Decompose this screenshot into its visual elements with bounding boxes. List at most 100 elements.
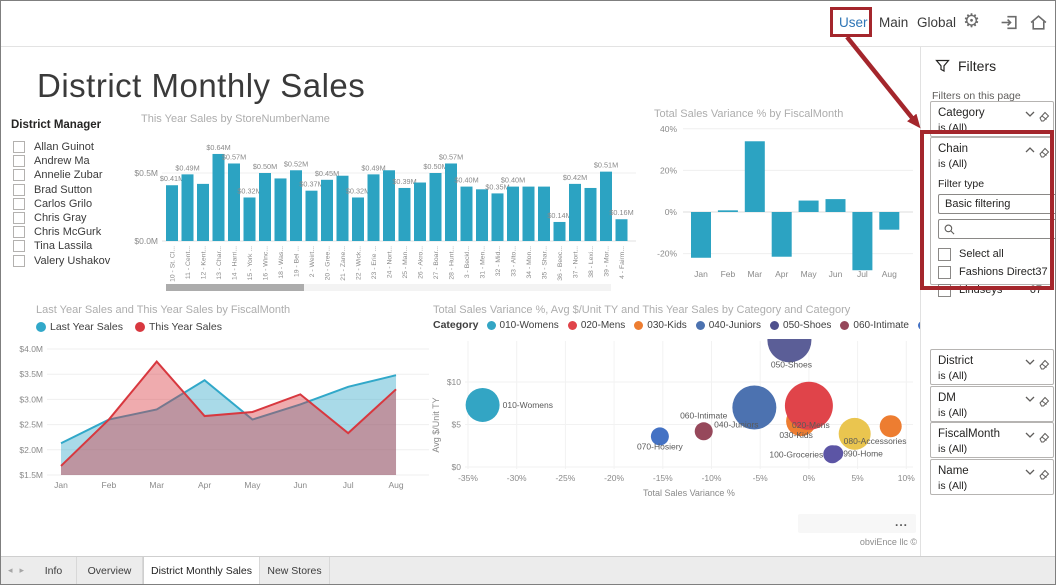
clear-filter-eraser-icon[interactable] xyxy=(1038,358,1050,370)
slicer-item[interactable]: Chris McGurk xyxy=(13,225,110,239)
slicer-item[interactable]: Tina Lassila xyxy=(13,239,110,253)
tab-new-stores[interactable]: New Stores xyxy=(260,557,330,584)
variance-bar[interactable] xyxy=(852,212,873,271)
slicer-item[interactable]: Carlos Grilo xyxy=(13,197,110,211)
legend-item-label[interactable]: 020-Mens xyxy=(580,319,626,331)
clear-filter-eraser-icon[interactable] xyxy=(1038,468,1050,480)
legend-item-label[interactable]: This Year Sales xyxy=(148,321,222,333)
slicer-item[interactable]: Brad Sutton xyxy=(13,183,110,197)
legend-item-label[interactable]: 010-Womens xyxy=(499,319,559,331)
scatter-bubble[interactable] xyxy=(784,381,833,430)
store-bar[interactable] xyxy=(615,219,628,241)
filter-card-dm[interactable]: DM is (All) xyxy=(930,386,1054,422)
scatter-bubble[interactable] xyxy=(465,387,500,422)
clear-filter-eraser-icon[interactable] xyxy=(1038,431,1050,443)
legend-item-label[interactable]: 060-Intimate xyxy=(853,319,909,331)
filter-search-input[interactable] xyxy=(955,221,1049,237)
prev-page-icon[interactable]: ◂ xyxy=(7,565,13,575)
store-bar[interactable] xyxy=(600,171,612,241)
chevron-down-icon[interactable] xyxy=(1025,396,1035,402)
checkbox[interactable] xyxy=(13,155,25,168)
store-bar[interactable] xyxy=(476,189,488,241)
variance-bar[interactable] xyxy=(825,199,846,212)
chevron-up-icon[interactable] xyxy=(1025,147,1035,153)
filter-card-fiscalmonth[interactable]: FiscalMonth is (All) xyxy=(930,422,1054,458)
chevron-down-icon[interactable] xyxy=(1025,432,1035,438)
store-bar[interactable] xyxy=(429,173,442,241)
checkbox[interactable] xyxy=(13,226,25,239)
store-bar[interactable] xyxy=(367,174,380,241)
checkbox[interactable] xyxy=(13,197,25,210)
scatter-bubble[interactable] xyxy=(767,335,812,363)
store-bar[interactable] xyxy=(181,174,194,241)
store-bar[interactable] xyxy=(305,190,318,241)
scrollbar-thumb[interactable] xyxy=(166,284,304,291)
store-bar[interactable] xyxy=(414,182,426,241)
filter-option-row[interactable]: Lindseys 67 xyxy=(938,281,1046,299)
store-bar[interactable] xyxy=(398,187,411,241)
checkbox[interactable] xyxy=(13,254,25,267)
area-series-line[interactable] xyxy=(60,374,397,445)
legend-item-label[interactable]: Last Year Sales xyxy=(50,321,123,333)
store-bar[interactable] xyxy=(507,186,519,241)
slicer-item[interactable]: Allan Guinot xyxy=(13,140,110,154)
store-bar[interactable] xyxy=(383,170,395,241)
slicer-item[interactable]: Andrew Ma xyxy=(13,154,110,168)
checkbox[interactable] xyxy=(13,141,25,154)
scatter-bubble[interactable] xyxy=(732,385,777,430)
home-icon[interactable] xyxy=(1029,13,1048,32)
scatter-bubble[interactable] xyxy=(879,415,902,438)
filter-type-select[interactable]: Basic filtering xyxy=(938,194,1055,214)
store-bar[interactable] xyxy=(336,175,349,241)
filter-search-box[interactable] xyxy=(938,219,1055,239)
store-bar[interactable] xyxy=(321,179,333,241)
store-bar[interactable] xyxy=(352,197,364,241)
store-bar[interactable] xyxy=(228,163,240,241)
checkbox[interactable] xyxy=(13,212,25,225)
store-bar[interactable] xyxy=(522,186,535,241)
store-bar[interactable] xyxy=(569,183,581,241)
scatter-chart[interactable]: -35% -30% -25% -20% -15% -10% -5% 0% 5% 10% $0 $5 $1… xyxy=(431,335,927,501)
scatter-bubble[interactable] xyxy=(838,417,871,450)
nav-item-main[interactable]: Main xyxy=(879,15,909,30)
filter-option-row[interactable]: Select all xyxy=(938,245,1046,263)
store-bar[interactable] xyxy=(553,221,566,241)
variance-bar[interactable] xyxy=(879,212,900,230)
checkbox[interactable] xyxy=(938,283,951,297)
scrollbar-track[interactable] xyxy=(166,284,611,291)
checkbox[interactable] xyxy=(938,247,951,261)
variance-bar[interactable] xyxy=(717,210,738,212)
clear-filter-eraser-icon[interactable] xyxy=(1038,146,1050,158)
slicer-item[interactable]: Chris Gray xyxy=(13,211,110,225)
store-bar[interactable] xyxy=(274,178,287,241)
filter-card-district[interactable]: District is (All) xyxy=(930,349,1054,385)
legend-item-label[interactable]: 030-Kids xyxy=(647,319,687,331)
scatter-bubble[interactable] xyxy=(694,422,713,441)
variance-chart[interactable]: 40% 20% 0% -20% Jan Feb Mar Apr May Jun Jul Aug xyxy=(641,119,921,291)
store-bar[interactable] xyxy=(460,186,473,241)
legend-item-label[interactable]: 050-Shoes xyxy=(783,319,832,331)
store-bar[interactable] xyxy=(491,193,504,241)
clear-filter-eraser-icon[interactable] xyxy=(1038,110,1050,122)
store-bar[interactable] xyxy=(584,187,597,241)
checkbox[interactable] xyxy=(938,265,951,279)
store-bar[interactable] xyxy=(166,185,178,241)
store-bar[interactable] xyxy=(243,197,256,241)
filter-option-row[interactable]: Fashions Direct 37 xyxy=(938,263,1048,281)
area-series-line[interactable] xyxy=(60,360,397,467)
store-bar[interactable] xyxy=(445,163,457,241)
store-bar[interactable] xyxy=(538,186,550,241)
chevron-down-icon[interactable] xyxy=(1025,359,1035,365)
chevron-down-icon[interactable] xyxy=(1025,469,1035,475)
next-page-icon[interactable]: ▸ xyxy=(19,565,25,575)
filter-card-chain[interactable]: Chain is (All) Filter type Basic filteri… xyxy=(930,137,1055,297)
variance-bar[interactable] xyxy=(771,212,792,257)
store-bar[interactable] xyxy=(290,170,302,241)
sign-in-icon[interactable] xyxy=(1000,13,1019,32)
nav-item-global[interactable]: Global xyxy=(917,15,957,30)
filter-card-category[interactable]: Category is (All) xyxy=(930,101,1054,137)
legend-item-label[interactable]: 040-Juniors xyxy=(708,319,762,331)
variance-bar[interactable] xyxy=(798,200,819,212)
variance-bar[interactable] xyxy=(744,141,765,212)
nav-item-user[interactable]: User xyxy=(839,15,868,30)
